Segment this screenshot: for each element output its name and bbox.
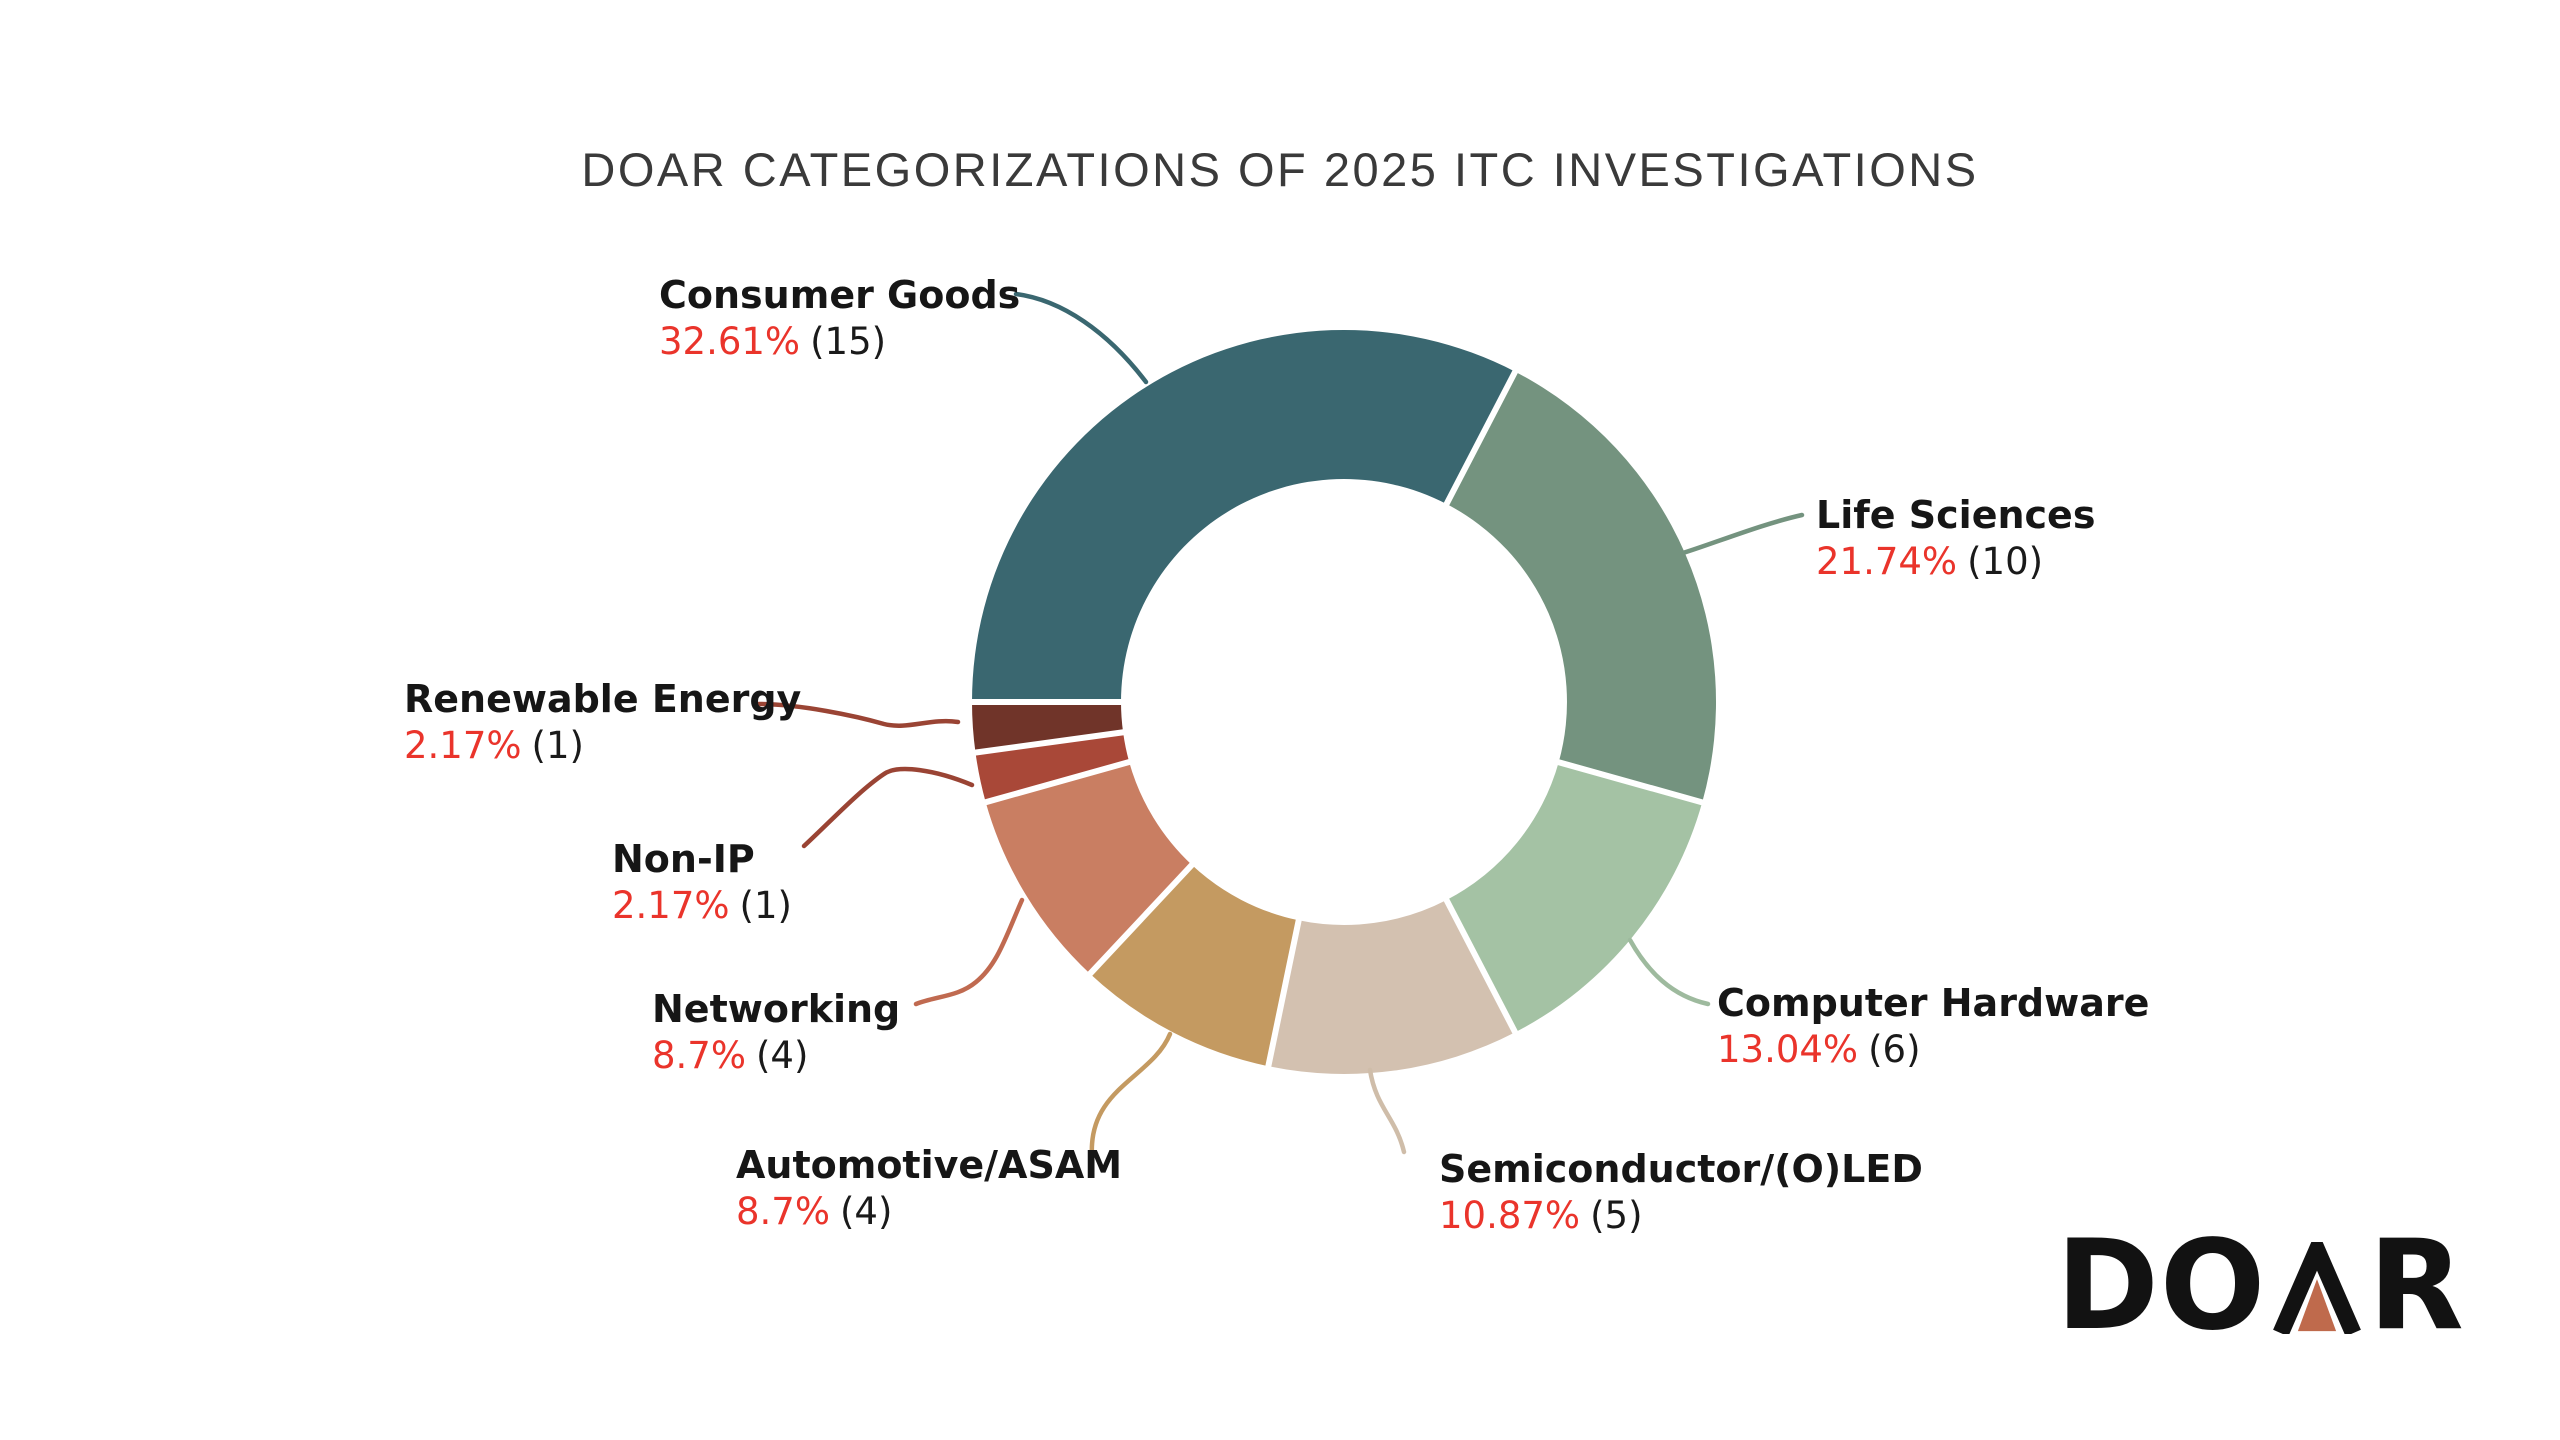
percent-value: 2.17%: [612, 884, 730, 927]
label-networking: Networking 8.7% (4): [652, 986, 900, 1080]
page-title: DOAR CATEGORIZATIONS OF 2025 ITC INVESTI…: [581, 143, 1979, 196]
category-value: 8.7% (4): [736, 1188, 1122, 1236]
logo-a-icon: [2273, 1242, 2362, 1334]
slice-computer-hardware: [1446, 762, 1703, 1033]
leader-networking: [913, 897, 1025, 1007]
slice-gap: [1441, 365, 1521, 511]
slice-gap: [1264, 913, 1303, 1073]
slice-networking: [985, 762, 1192, 974]
leader-renewable-energy: [755, 701, 961, 728]
category-value: 2.17% (1): [612, 882, 792, 930]
count-value: (1): [531, 724, 584, 767]
category-value: 8.7% (4): [652, 1032, 900, 1080]
slice-automotive-asam: [1090, 864, 1299, 1067]
percent-value: 8.7%: [652, 1034, 746, 1077]
leader-life-sciences: [1680, 512, 1805, 556]
label-consumer-goods: Consumer Goods 32.61% (15): [659, 272, 1020, 366]
leader-computer-hardware: [1627, 937, 1711, 1007]
slice-consumer-goods: [971, 329, 1516, 702]
percent-value: 2.17%: [404, 724, 522, 767]
count-value: (1): [739, 884, 792, 927]
category-name: Renewable Energy: [404, 677, 802, 721]
slice-renewable-energy: [972, 702, 1124, 753]
count-value: (10): [1967, 540, 2044, 583]
leader-consumer-goods: [1013, 291, 1149, 385]
slice-gap: [1441, 893, 1521, 1039]
count-value: (5): [1590, 1194, 1643, 1237]
slice-semiconductor-oled: [1268, 900, 1516, 1074]
logo-text-do: DO: [2056, 1214, 2267, 1358]
category-value: 2.17% (1): [404, 722, 801, 770]
label-non-ip: Non-IP 2.17% (1): [612, 836, 792, 930]
category-name: Automotive/ASAM: [736, 1143, 1123, 1187]
logo-a-triangle-icon: [2298, 1279, 2337, 1332]
slice-life-sciences: [1446, 371, 1717, 803]
percent-value: 21.74%: [1816, 540, 1958, 583]
percent-value: 32.61%: [659, 320, 801, 363]
percent-value: 8.7%: [736, 1190, 830, 1233]
count-value: (4): [840, 1190, 893, 1233]
label-renewable-energy: Renewable Energy 2.17% (1): [404, 676, 801, 770]
percent-value: 13.04%: [1717, 1028, 1859, 1071]
label-semiconductor-oled: Semiconductor/(O)LED 10.87% (5): [1439, 1146, 1923, 1240]
category-name: Consumer Goods: [659, 273, 1021, 317]
category-value: 10.87% (5): [1439, 1192, 1923, 1240]
count-value: (6): [1868, 1028, 1921, 1071]
category-name: Networking: [652, 987, 901, 1031]
slice-gap: [1552, 757, 1709, 807]
leader-non-ip: [801, 766, 975, 849]
label-computer-hardware: Computer Hardware 13.04% (6): [1717, 980, 2149, 1074]
label-life-sciences: Life Sciences 21.74% (10): [1816, 492, 2095, 586]
leader-automotive-asam: [1089, 1031, 1173, 1159]
category-name: Life Sciences: [1816, 493, 2096, 537]
percent-value: 10.87%: [1439, 1194, 1581, 1237]
count-value: (4): [756, 1034, 809, 1077]
slice-gap: [979, 757, 1136, 807]
count-value: (15): [810, 320, 887, 363]
label-automotive-asam: Automotive/ASAM 8.7% (4): [736, 1142, 1122, 1236]
slice-gap: [1083, 858, 1199, 981]
category-name: Semiconductor/(O)LED: [1439, 1147, 1923, 1191]
logo-a-strokes: [2273, 1242, 2362, 1334]
category-name: Non-IP: [612, 837, 755, 881]
category-value: 21.74% (10): [1816, 538, 2095, 586]
logo-text-r: R: [2368, 1214, 2465, 1358]
category-value: 13.04% (6): [1717, 1026, 2149, 1074]
doar-logo: DO R: [2056, 1214, 2465, 1358]
slice-gap: [969, 728, 1130, 757]
category-name: Computer Hardware: [1717, 981, 2150, 1025]
category-value: 32.61% (15): [659, 318, 1020, 366]
leader-semiconductor-oled: [1367, 1067, 1407, 1155]
